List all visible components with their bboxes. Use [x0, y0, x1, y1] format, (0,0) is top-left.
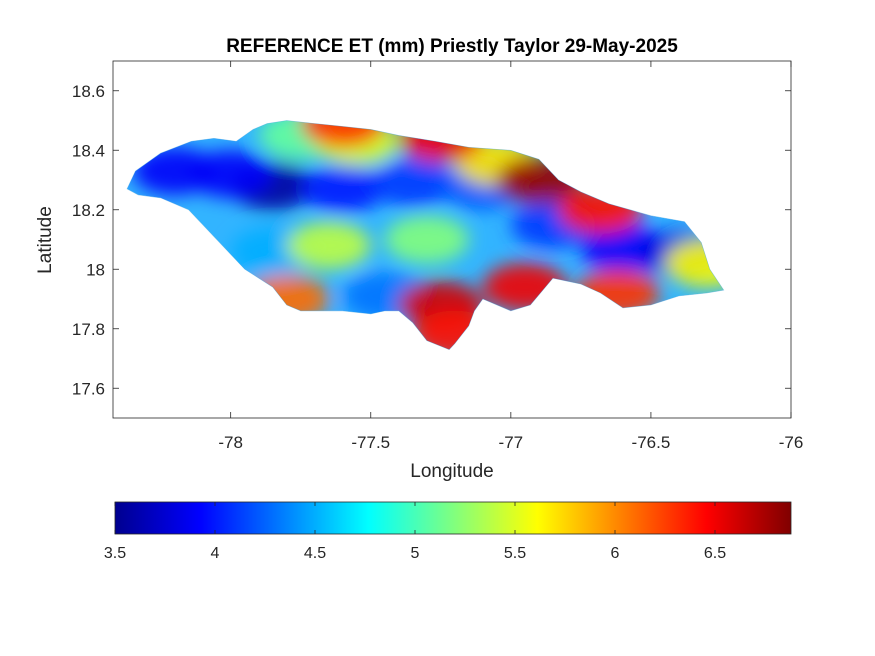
y-tick-label: 18.2	[72, 201, 105, 220]
value-hotspot	[300, 164, 385, 213]
x-tick-label: -77.5	[351, 433, 390, 452]
heat-field	[127, 120, 724, 350]
y-axis: 17.6 17.8 18 18.2 18.4 18.6	[72, 82, 791, 398]
y-tick-label: 18	[86, 260, 105, 279]
colorbar-tick-label: 6.5	[704, 545, 726, 562]
y-tick-label: 17.6	[72, 379, 105, 398]
colorbar	[114, 501, 792, 535]
x-axis: -78 -77.5 -77 -76.5 -76	[218, 61, 803, 452]
x-tick-label: -78	[218, 433, 243, 452]
y-axis-label: Latitude	[35, 206, 56, 274]
x-axis-label: Longitude	[410, 461, 493, 482]
value-hotspot	[286, 221, 371, 270]
colorbar-tick-label: 6	[611, 545, 620, 562]
value-hotspot	[384, 215, 469, 264]
island-outline	[126, 120, 725, 350]
x-tick-label: -76.5	[632, 433, 671, 452]
colorbar-tick-label: 4	[211, 545, 220, 562]
x-tick-label: -77	[499, 433, 524, 452]
y-tick-label: 18.4	[72, 141, 105, 160]
colorbar-tick-label: 5	[411, 545, 420, 562]
colorbar-tick-label: 3.5	[104, 545, 126, 562]
colorbar-tick-label: 5.5	[504, 545, 526, 562]
y-tick-label: 17.8	[72, 320, 105, 339]
colorbar-tick-label: 4.5	[304, 545, 326, 562]
value-hotspot	[188, 150, 273, 199]
chart-title: REFERENCE ET (mm) Priestly Taylor 29-May…	[226, 36, 678, 57]
x-tick-label: -76	[779, 433, 804, 452]
value-hotspot	[370, 158, 455, 207]
colorbar-ticks: 3.5 4 4.5 5 5.5 6 6.5	[104, 502, 726, 562]
y-tick-label: 18.6	[72, 82, 105, 101]
value-hotspot	[664, 239, 724, 288]
